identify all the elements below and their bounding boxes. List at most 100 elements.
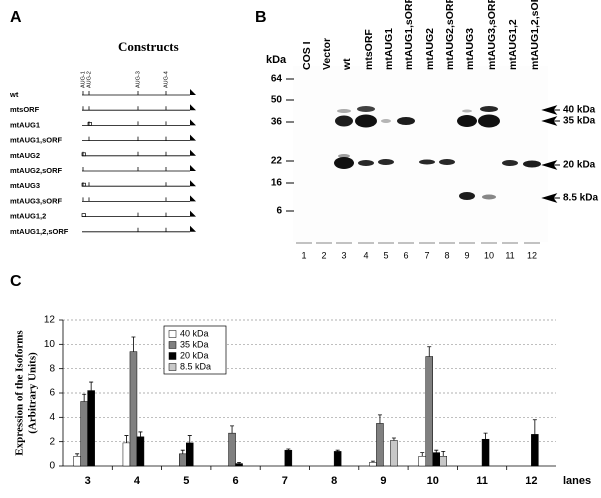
blot-band: [439, 159, 455, 165]
x-tick-label: 11: [476, 475, 488, 487]
lane-name: mtsORF: [363, 29, 375, 70]
blot-band: [378, 159, 394, 165]
construct-arrow: [190, 119, 196, 126]
bar: [284, 449, 293, 467]
x-tick-label: 5: [183, 475, 189, 487]
error-bar: [89, 381, 94, 391]
lane-number: 7: [424, 250, 429, 260]
lane-name: mtAUG3: [464, 28, 476, 70]
blot-band: [355, 114, 377, 128]
bar: [418, 456, 426, 467]
legend-label: 40 kDa: [180, 328, 209, 338]
blot-band: [335, 115, 353, 127]
bar: [186, 442, 194, 467]
band-label: 20 kDa: [563, 160, 596, 171]
construct-arrow: [190, 149, 196, 156]
bar: [439, 456, 447, 467]
y-axis-label: Expression of the Isoforms: [14, 330, 26, 456]
error-bar: [237, 461, 242, 464]
lane-number: 2: [321, 250, 326, 260]
error-bar: [441, 451, 446, 457]
error-bar: [82, 393, 87, 402]
lane-number: 8: [444, 250, 449, 260]
marker-label: 50: [271, 95, 283, 106]
x-tick-label: 8: [331, 475, 337, 487]
panel-label: A: [10, 9, 22, 26]
mutation-box: [81, 213, 86, 217]
lane-name: COS I: [301, 41, 313, 70]
x-axis-label: lanes: [563, 475, 591, 487]
lane-number: 1: [301, 250, 306, 260]
marker-label: 16: [271, 178, 283, 189]
x-tick-label: 10: [427, 475, 439, 487]
aug-label: AUG-1: [80, 71, 86, 88]
legend-swatch: [168, 352, 177, 360]
bar: [80, 401, 88, 467]
construct-name: mtAUG1,sORF: [10, 136, 63, 145]
construct-name: mtAUG3,sORF: [10, 196, 63, 205]
legend-swatch: [168, 341, 177, 349]
error-bar: [180, 449, 185, 454]
lane-name: mtAUG1: [383, 28, 395, 70]
lane-number: 9: [464, 250, 469, 260]
construct-name: mtsORF: [10, 105, 40, 114]
aug-label: AUG-4: [163, 71, 169, 88]
construct-arrow: [190, 180, 196, 187]
construct-arrow: [190, 89, 196, 95]
marker-label: 64: [271, 74, 283, 85]
marker-label: 36: [271, 117, 283, 128]
lane-name: mtAUG1,sORF: [403, 0, 415, 70]
blot-band: [480, 106, 498, 112]
x-tick-label: 7: [282, 475, 288, 487]
construct-arrow: [190, 165, 196, 171]
construct-arrow: [190, 134, 196, 141]
lane-number: 12: [527, 250, 537, 260]
band-arrow: [541, 193, 560, 203]
blot-band: [502, 160, 518, 166]
error-bar: [483, 432, 488, 440]
bar: [235, 463, 243, 467]
band-label: 35 kDa: [563, 116, 596, 127]
error-bar: [187, 435, 192, 443]
construct-arrow: [190, 104, 196, 111]
construct-arrow: [190, 195, 196, 202]
panel-label: B: [255, 9, 267, 26]
bar: [481, 438, 490, 467]
lane-name: mtAUG1,2: [507, 19, 519, 70]
band-arrow: [541, 116, 560, 126]
blot-band: [334, 157, 354, 169]
marker-label: 6: [276, 206, 282, 217]
blot-band: [338, 154, 350, 158]
blot-band: [357, 106, 375, 112]
construct-name: wt: [9, 90, 19, 99]
construct-name: mtAUG1,2,sORF: [10, 227, 69, 236]
construct-name: mtAUG2,sORF: [10, 166, 63, 175]
blot-area: [293, 66, 548, 242]
bar: [390, 440, 398, 467]
legend-swatch: [168, 330, 177, 338]
error-bar: [370, 460, 375, 463]
lane-name: mtAUG3,sORF: [486, 0, 498, 70]
error-bar: [75, 453, 80, 457]
error-bar: [532, 419, 537, 435]
bar: [73, 456, 81, 467]
x-tick-label: 9: [380, 475, 386, 487]
blot-band: [397, 117, 415, 125]
aug-label: AUG-2: [86, 71, 92, 88]
bar: [129, 351, 138, 467]
y-tick-label: 0: [49, 461, 55, 472]
lane-number: 5: [383, 250, 388, 260]
blot-band: [337, 109, 351, 113]
blot-band: [358, 160, 374, 166]
blot-band: [381, 119, 391, 123]
blot-band: [478, 114, 500, 128]
error-bar: [230, 425, 235, 434]
blot-band: [459, 192, 475, 200]
lane-name: mtAUG2,sORF: [444, 0, 456, 70]
x-tick-label: 6: [232, 475, 238, 487]
lane-name: mtAUG2: [424, 28, 436, 70]
construct-name: mtAUG3: [10, 181, 40, 190]
aug-label: AUG-3: [135, 71, 141, 88]
lane-name: wt: [341, 58, 353, 71]
